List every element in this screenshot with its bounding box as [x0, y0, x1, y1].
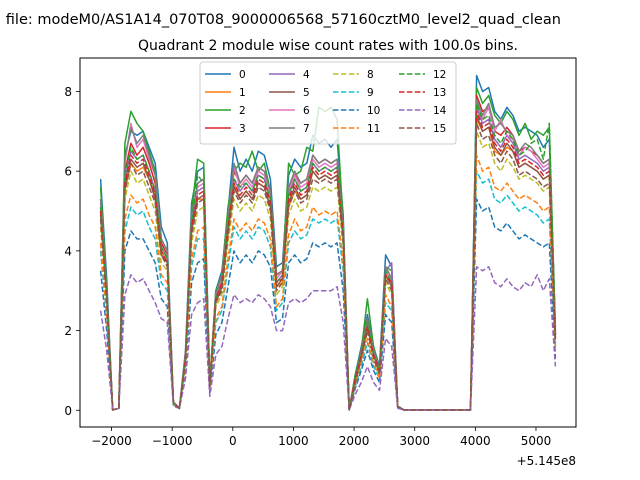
legend-label: 3 — [239, 123, 246, 135]
legend-label: 12 — [433, 69, 446, 81]
x-tick-label: 1000 — [278, 434, 309, 448]
legend-entry-5: 5 — [269, 87, 310, 99]
y-tick-label: 0 — [64, 404, 72, 418]
x-tick-label: 5000 — [521, 434, 552, 448]
x-tick-label: 4000 — [460, 434, 491, 448]
y-tick-label: 6 — [64, 165, 72, 179]
x-tick-label: 2000 — [339, 434, 370, 448]
series-line-14 — [99, 266, 557, 411]
x-tick-label: 3000 — [399, 434, 430, 448]
legend-label: 6 — [303, 105, 310, 117]
x-tick-label: −1000 — [152, 434, 193, 448]
figure-suptitle: n file: modeM0/AS1A14_070T08_9000006568_… — [0, 12, 561, 28]
legend-entry-12: 12 — [399, 69, 446, 81]
legend-entry-8: 8 — [333, 69, 374, 81]
legend-label: 1 — [239, 87, 246, 99]
plot-area: −2000 −1000 0 1000 2000 3000 4000 5000 0 2 4 6 8 +5… — [64, 57, 577, 468]
legend-entry-1: 1 — [205, 87, 246, 99]
legend-label: 14 — [433, 105, 447, 117]
legend-label: 11 — [367, 123, 380, 135]
legend-entry-4: 4 — [269, 69, 310, 81]
legend-label: 8 — [367, 69, 374, 81]
legend-label: 13 — [433, 87, 446, 99]
legend-entry-10: 10 — [333, 105, 380, 117]
x-axis: −2000 −1000 0 1000 2000 3000 4000 5000 — [91, 427, 551, 448]
legend-label: 2 — [239, 105, 246, 117]
legend-frame — [199, 61, 457, 145]
legend-entry-2: 2 — [205, 105, 246, 117]
legend-label: 10 — [367, 105, 380, 117]
legend-entry-15: 15 — [399, 123, 446, 135]
legend-entry-3: 3 — [205, 123, 246, 135]
y-axis: 0 2 4 6 8 — [64, 85, 80, 418]
series-line-15 — [99, 122, 557, 411]
legend-entry-9: 9 — [333, 87, 374, 99]
legend-label: 0 — [239, 69, 246, 81]
legend-label: 4 — [303, 69, 310, 81]
chart-title: Quadrant 2 module wise count rates with … — [138, 38, 518, 54]
legend-label: 9 — [367, 87, 374, 99]
legend-entry-0: 0 — [205, 69, 246, 81]
legend-label: 7 — [303, 123, 310, 135]
legend-entry-7: 7 — [269, 123, 310, 135]
y-tick-label: 8 — [64, 85, 72, 99]
axes-frame — [79, 57, 577, 428]
x-tick-label: −2000 — [91, 434, 132, 448]
legend-label: 15 — [433, 123, 446, 135]
legend-entry-14: 14 — [399, 105, 447, 117]
y-tick-label: 4 — [64, 244, 72, 258]
legend-entry-11: 11 — [333, 123, 380, 135]
legend-entry-13: 13 — [399, 87, 446, 99]
x-axis-offset-label: +5.145e8 — [517, 454, 576, 468]
legend-label: 5 — [303, 87, 310, 99]
y-tick-label: 2 — [64, 324, 72, 338]
x-tick-label: 0 — [229, 434, 237, 448]
legend-entry-6: 6 — [269, 105, 310, 117]
